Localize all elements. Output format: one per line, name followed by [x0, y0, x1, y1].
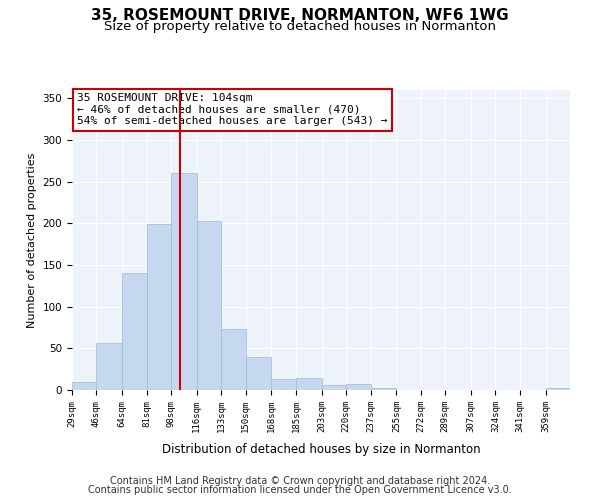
Bar	[97, 342, 122, 390]
Bar	[271, 379, 296, 390]
Bar	[296, 378, 322, 390]
Bar	[221, 329, 245, 390]
Text: Distribution of detached houses by size in Normanton: Distribution of detached houses by size …	[161, 442, 481, 456]
Bar	[171, 174, 197, 390]
Bar	[245, 356, 271, 390]
Bar	[72, 382, 97, 390]
Y-axis label: Number of detached properties: Number of detached properties	[27, 152, 37, 328]
Bar	[146, 224, 171, 390]
Bar	[197, 221, 221, 390]
Text: Size of property relative to detached houses in Normanton: Size of property relative to detached ho…	[104, 20, 496, 33]
Bar	[371, 388, 397, 390]
Text: Contains HM Land Registry data © Crown copyright and database right 2024.: Contains HM Land Registry data © Crown c…	[110, 476, 490, 486]
Bar	[122, 274, 146, 390]
Bar	[322, 385, 346, 390]
Bar	[545, 388, 570, 390]
Bar	[346, 384, 371, 390]
Text: 35, ROSEMOUNT DRIVE, NORMANTON, WF6 1WG: 35, ROSEMOUNT DRIVE, NORMANTON, WF6 1WG	[91, 8, 509, 22]
Text: 35 ROSEMOUNT DRIVE: 104sqm
← 46% of detached houses are smaller (470)
54% of sem: 35 ROSEMOUNT DRIVE: 104sqm ← 46% of deta…	[77, 93, 388, 126]
Text: Contains public sector information licensed under the Open Government Licence v3: Contains public sector information licen…	[88, 485, 512, 495]
